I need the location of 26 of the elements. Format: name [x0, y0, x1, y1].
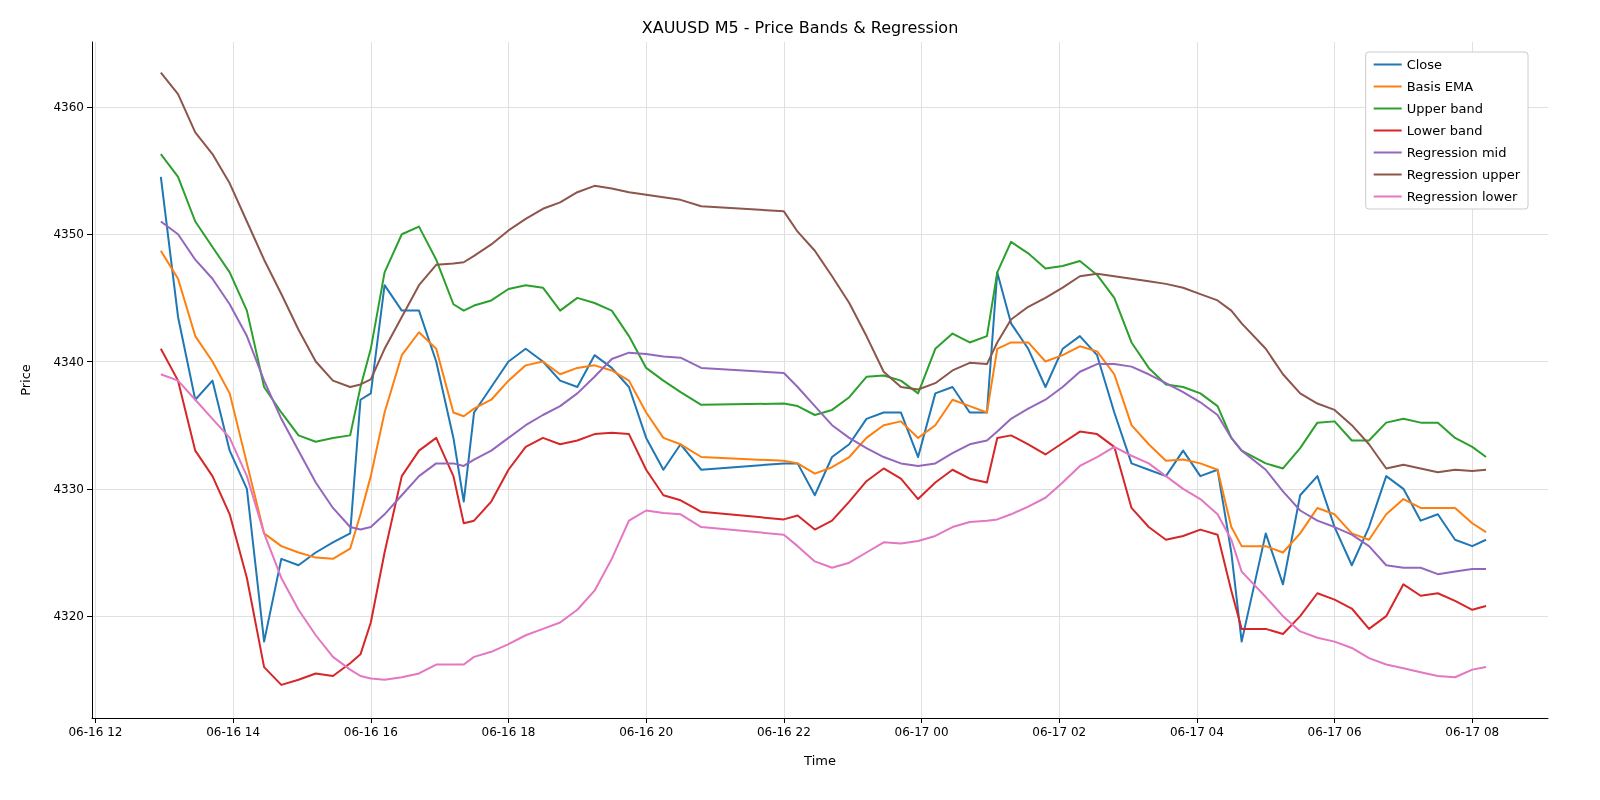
chart-title: XAUUSD M5 - Price Bands & Regression — [641, 17, 959, 37]
x-tick-label: 06-17 08 — [1445, 725, 1500, 739]
legend-label: Regression lower — [1406, 189, 1519, 204]
legend-label: Regression upper — [1406, 167, 1521, 182]
y-tick-label: 4340 — [53, 354, 84, 369]
x-tick-label: 06-17 00 — [894, 725, 949, 739]
y-tick-label: 4320 — [53, 609, 84, 624]
x-tick-label: 06-16 16 — [343, 725, 398, 739]
legend-label: Close — [1406, 57, 1443, 72]
x-tick-label: 06-16 18 — [481, 725, 536, 739]
x-tick-label: 06-16 20 — [619, 725, 674, 739]
y-axis-title: Price — [18, 364, 33, 396]
legend-label: Lower band — [1406, 123, 1483, 138]
x-tick-label: 06-16 14 — [206, 725, 261, 739]
x-axis-title: Time — [803, 753, 836, 768]
legend-label: Regression mid — [1406, 145, 1507, 160]
x-tick-label: 06-16 22 — [756, 725, 811, 739]
legend-label: Upper band — [1406, 101, 1483, 116]
x-tick-label: 06-17 04 — [1169, 725, 1224, 739]
y-tick-label: 4350 — [53, 227, 84, 242]
x-tick-label: 06-17 02 — [1032, 725, 1087, 739]
y-tick-label: 4360 — [53, 99, 84, 114]
y-tick-label: 4330 — [53, 481, 84, 496]
x-tick-label: 06-17 06 — [1307, 725, 1362, 739]
x-tick-label: 06-16 12 — [68, 725, 123, 739]
legend-label: Basis EMA — [1406, 79, 1474, 94]
